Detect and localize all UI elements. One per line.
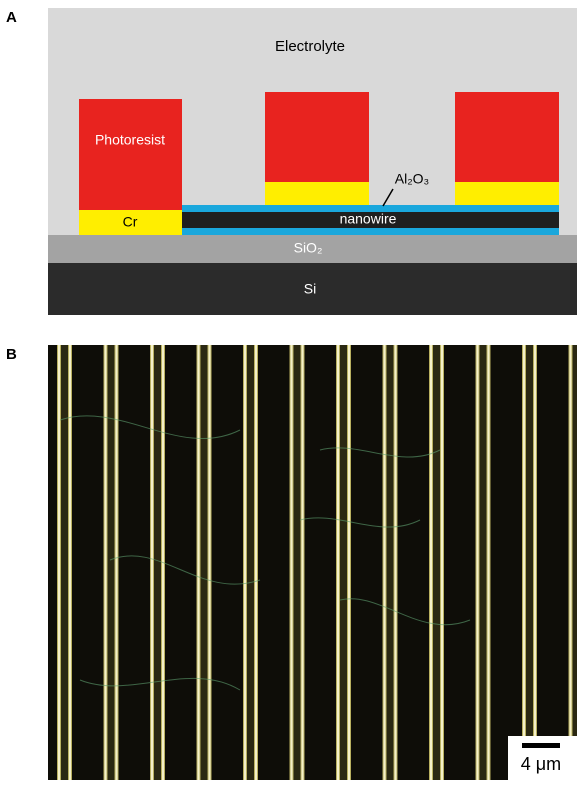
sio2-label: SiO₂ (294, 240, 323, 256)
cross-section-diagram: Electrolyte Photoresist Cr Al₂O₃ nanowir… (48, 8, 577, 315)
photoresist-block (265, 92, 369, 182)
figure: A Electrolyte Photoresist Cr Al₂O₃ nanow… (0, 0, 577, 780)
photoresist-label: Photoresist (95, 132, 165, 148)
panel-letter: A (6, 9, 17, 26)
cr-layer (265, 182, 369, 205)
si-label: Si (304, 281, 316, 297)
nanowire-label: nanowire (340, 211, 397, 227)
al2o3-layer (182, 228, 559, 235)
cr-label: Cr (123, 214, 138, 230)
nanowire-array-image (48, 345, 577, 780)
photoresist-block (79, 99, 182, 210)
photoresist-block (455, 92, 559, 182)
panel-letter: B (6, 346, 17, 363)
scale-bar (522, 743, 560, 748)
micrograph: 4 μm (48, 345, 577, 780)
cr-layer (455, 182, 559, 205)
al2o3-label: Al₂O₃ (395, 171, 429, 187)
scale-bar-label: 4 μm (521, 754, 561, 774)
electrolyte-label: Electrolyte (275, 38, 345, 55)
